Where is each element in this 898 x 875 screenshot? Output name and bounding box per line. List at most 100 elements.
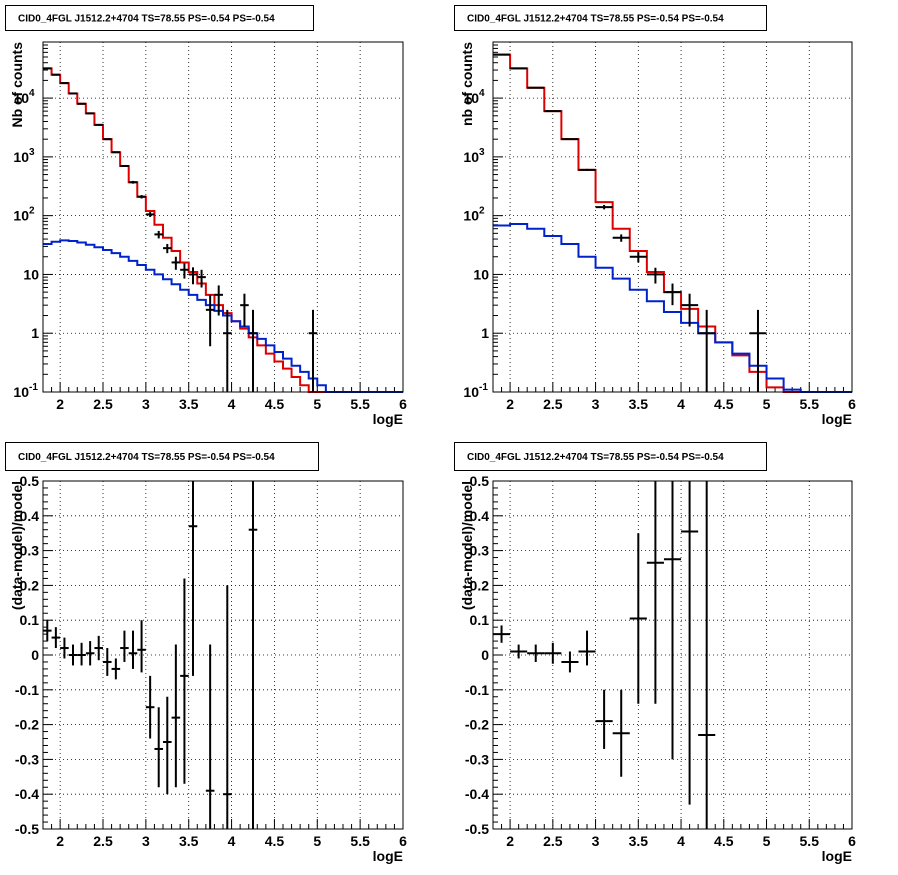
data-point — [561, 651, 579, 673]
y-tick-label: 0.2 — [470, 577, 490, 593]
model-line — [493, 53, 852, 393]
x-tick-label: 4 — [228, 396, 236, 412]
data-point — [180, 263, 189, 279]
y-tick-exponent: -1 — [479, 382, 488, 393]
x-tick-label: 4 — [677, 396, 685, 412]
data-point — [120, 630, 129, 662]
y-tick-label: -0.4 — [15, 786, 39, 802]
y-axis-label: Nb of counts — [9, 42, 25, 128]
chart-title: CID0_4FGL J1512.2+4704 TS=78.55 PS=-0.54… — [467, 452, 724, 463]
data-point — [578, 168, 596, 172]
y-tick-label: -0.2 — [15, 717, 39, 733]
data-point — [223, 309, 232, 392]
x-tick-label: 5.5 — [350, 396, 370, 412]
x-tick-label: 3.5 — [629, 396, 649, 412]
data-point — [527, 86, 545, 89]
data-point — [188, 481, 198, 676]
y-tick-label: -0.4 — [465, 786, 489, 802]
x-tick-label: 3 — [592, 833, 600, 849]
data-point — [223, 585, 232, 829]
x-tick-label: 5 — [313, 833, 321, 849]
y-tick-label: 10 — [473, 266, 489, 282]
x-tick-label: 2.5 — [93, 396, 113, 412]
y-tick-exponent: 4 — [29, 88, 35, 99]
data-points — [43, 481, 258, 829]
x-tick-label: 2.5 — [93, 833, 113, 849]
y-tick-exponent: 3 — [29, 147, 35, 158]
y-tick-label: 0.1 — [470, 612, 490, 628]
data-point — [188, 267, 198, 285]
panel-top-right: CID0_4FGL J1512.2+4704 TS=78.55 PS=-0.54… — [454, 5, 856, 427]
y-tick-label: 1 — [481, 325, 489, 341]
y-tick-label: 0.3 — [470, 543, 490, 559]
y-tick-label: 10 — [13, 384, 29, 400]
data-point — [595, 204, 613, 210]
data-point — [77, 102, 86, 105]
y-tick-exponent: 2 — [29, 206, 35, 217]
y-tick-label: 0.5 — [20, 473, 40, 489]
x-tick-label: 3 — [592, 396, 600, 412]
y-tick-label: 10 — [23, 266, 39, 282]
x-tick-label: 3 — [142, 833, 150, 849]
data-point — [154, 707, 163, 788]
data-point — [94, 123, 103, 126]
data-point — [128, 630, 138, 669]
y-tick-label: 0 — [481, 647, 489, 663]
data-point — [240, 293, 249, 327]
grid — [493, 42, 852, 392]
data-point — [171, 644, 181, 788]
y-tick-label: 0.5 — [470, 473, 490, 489]
y-tick-label: 10 — [13, 208, 29, 224]
x-tick-label: 3.5 — [179, 833, 199, 849]
data-point — [163, 696, 172, 795]
data-point — [510, 644, 528, 659]
data-point — [120, 164, 129, 167]
y-tick-label: 10 — [13, 149, 29, 165]
data-point — [137, 195, 146, 199]
data-point — [629, 533, 647, 704]
data-point — [163, 243, 172, 254]
grid — [43, 481, 403, 829]
data-points — [493, 481, 716, 829]
x-tick-label: 4.5 — [265, 396, 285, 412]
x-tick-label: 2.5 — [543, 396, 563, 412]
data-points — [493, 53, 767, 392]
data-point — [578, 630, 596, 666]
data-point — [544, 642, 562, 664]
data-point — [749, 309, 767, 392]
y-tick-label: 0.2 — [20, 577, 40, 593]
y-tick-label: 0.4 — [470, 508, 490, 524]
data-point — [85, 641, 95, 666]
data-point — [85, 112, 95, 115]
y-tick-exponent: 4 — [479, 88, 485, 99]
data-points — [43, 67, 318, 392]
y-tick-label: 10 — [13, 90, 29, 106]
x-tick-label: 4 — [228, 833, 236, 849]
x-tick-label: 4 — [677, 833, 685, 849]
x-tick-label: 5.5 — [800, 396, 820, 412]
data-point — [248, 309, 258, 392]
x-tick-label: 4.5 — [714, 833, 734, 849]
grid — [43, 42, 403, 392]
x-tick-label: 3 — [142, 396, 150, 412]
y-tick-exponent: 3 — [479, 147, 485, 158]
y-tick-label: 0.3 — [20, 543, 40, 559]
plot-frame — [42, 41, 404, 393]
y-tick-label: -0.5 — [465, 821, 489, 837]
plot-frame — [492, 41, 853, 393]
y-tick-label: -0.1 — [465, 682, 489, 698]
x-tick-label: 3.5 — [629, 833, 649, 849]
data-point — [646, 481, 664, 704]
y-tick-exponent: -1 — [29, 382, 38, 393]
plot-frame — [492, 480, 853, 830]
data-point — [171, 256, 181, 270]
x-tick-label: 5 — [763, 396, 771, 412]
data-point — [698, 481, 716, 829]
data-point — [493, 625, 511, 643]
y-tick-label: 0 — [31, 647, 39, 663]
data-point — [77, 642, 86, 666]
ticks — [492, 41, 853, 393]
y-tick-label: 10 — [463, 208, 479, 224]
data-point — [68, 644, 78, 666]
data-point — [646, 267, 664, 284]
